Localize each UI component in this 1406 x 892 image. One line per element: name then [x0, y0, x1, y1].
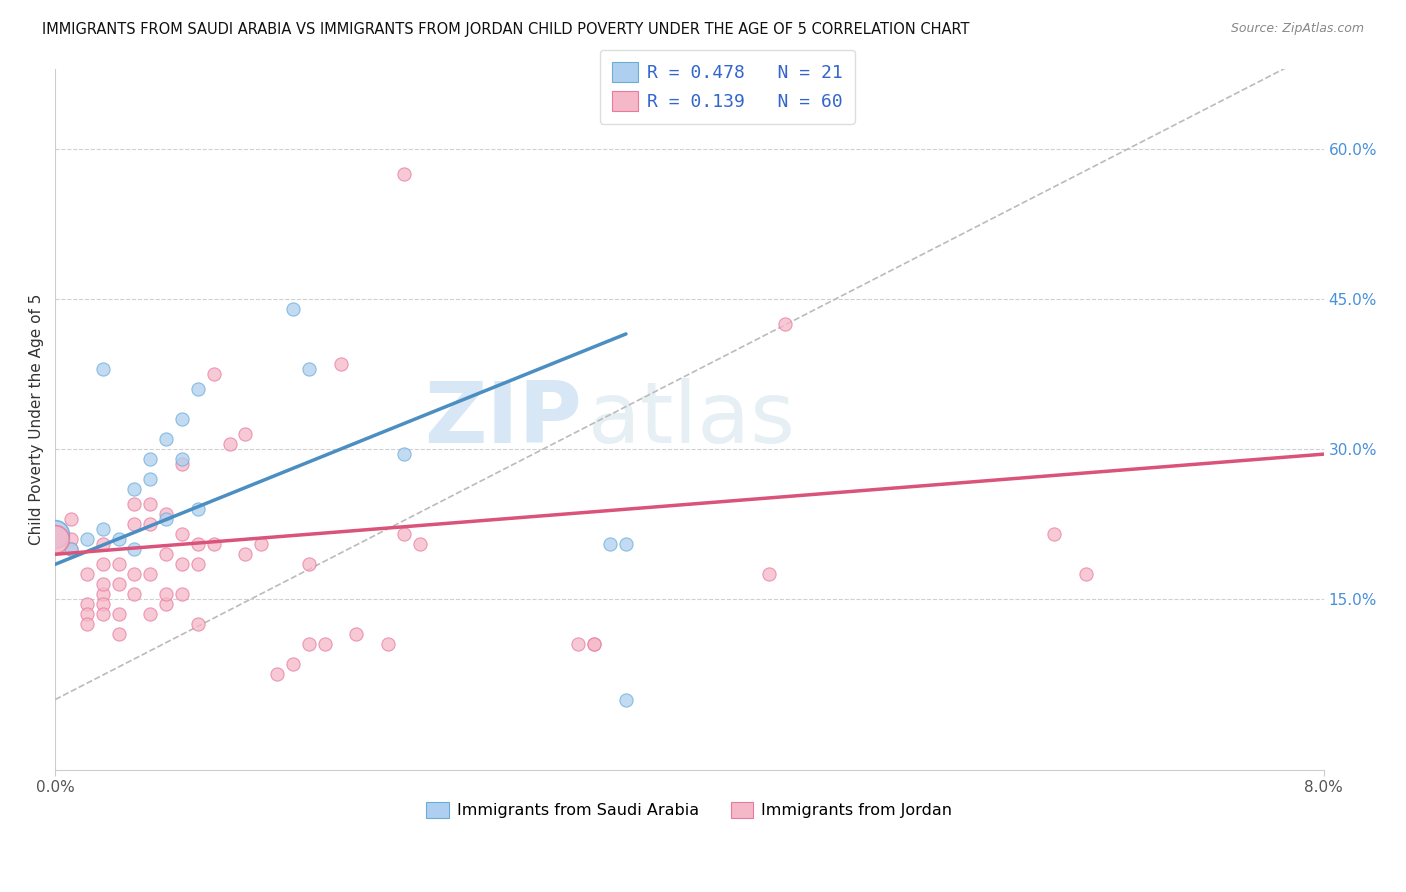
- Point: [91, 598, 114, 612]
- Point: [170, 587, 193, 601]
- Point: [170, 527, 193, 541]
- Point: [614, 537, 637, 551]
- Point: [1074, 567, 1097, 582]
- Point: [139, 567, 162, 582]
- Point: [139, 452, 162, 467]
- Text: atlas: atlas: [588, 377, 796, 460]
- Y-axis label: Child Poverty Under the Age of 5: Child Poverty Under the Age of 5: [30, 293, 44, 545]
- Point: [235, 547, 257, 561]
- Point: [107, 577, 129, 591]
- Point: [583, 637, 606, 651]
- Point: [281, 657, 304, 672]
- Point: [60, 512, 83, 526]
- Point: [139, 607, 162, 622]
- Point: [155, 432, 177, 446]
- Point: [202, 537, 225, 551]
- Point: [91, 558, 114, 572]
- Legend: Immigrants from Saudi Arabia, Immigrants from Jordan: Immigrants from Saudi Arabia, Immigrants…: [420, 796, 959, 825]
- Point: [76, 598, 98, 612]
- Point: [124, 587, 146, 601]
- Point: [44, 527, 66, 541]
- Point: [614, 692, 637, 706]
- Point: [60, 533, 83, 547]
- Point: [44, 533, 66, 547]
- Point: [266, 667, 288, 681]
- Point: [314, 637, 336, 651]
- Text: Source: ZipAtlas.com: Source: ZipAtlas.com: [1230, 22, 1364, 36]
- Point: [170, 412, 193, 426]
- Point: [187, 558, 209, 572]
- Text: IMMIGRANTS FROM SAUDI ARABIA VS IMMIGRANTS FROM JORDAN CHILD POVERTY UNDER THE A: IMMIGRANTS FROM SAUDI ARABIA VS IMMIGRAN…: [42, 22, 970, 37]
- Point: [76, 607, 98, 622]
- Point: [124, 567, 146, 582]
- Point: [124, 542, 146, 557]
- Point: [392, 167, 415, 181]
- Point: [76, 567, 98, 582]
- Point: [155, 598, 177, 612]
- Point: [377, 637, 399, 651]
- Point: [91, 362, 114, 376]
- Point: [392, 447, 415, 461]
- Point: [298, 637, 321, 651]
- Point: [155, 512, 177, 526]
- Point: [107, 533, 129, 547]
- Point: [1043, 527, 1066, 541]
- Point: [124, 482, 146, 496]
- Point: [91, 607, 114, 622]
- Point: [344, 627, 367, 641]
- Point: [107, 627, 129, 641]
- Point: [583, 637, 606, 651]
- Point: [773, 317, 796, 331]
- Point: [409, 537, 432, 551]
- Point: [139, 497, 162, 511]
- Text: ZIP: ZIP: [423, 377, 582, 460]
- Point: [91, 587, 114, 601]
- Point: [155, 508, 177, 522]
- Point: [298, 558, 321, 572]
- Point: [91, 577, 114, 591]
- Point: [91, 522, 114, 536]
- Point: [187, 537, 209, 551]
- Point: [124, 497, 146, 511]
- Point: [124, 517, 146, 532]
- Point: [187, 382, 209, 396]
- Point: [187, 502, 209, 516]
- Point: [218, 437, 240, 451]
- Point: [155, 547, 177, 561]
- Point: [139, 472, 162, 486]
- Point: [170, 558, 193, 572]
- Point: [170, 457, 193, 471]
- Point: [60, 542, 83, 557]
- Point: [202, 367, 225, 381]
- Point: [76, 533, 98, 547]
- Point: [107, 558, 129, 572]
- Point: [170, 452, 193, 467]
- Point: [281, 301, 304, 316]
- Point: [91, 537, 114, 551]
- Point: [567, 637, 589, 651]
- Point: [76, 617, 98, 632]
- Point: [139, 517, 162, 532]
- Point: [329, 357, 352, 371]
- Point: [298, 362, 321, 376]
- Point: [107, 607, 129, 622]
- Point: [599, 537, 621, 551]
- Point: [250, 537, 273, 551]
- Point: [155, 587, 177, 601]
- Point: [392, 527, 415, 541]
- Point: [187, 617, 209, 632]
- Point: [758, 567, 780, 582]
- Point: [235, 427, 257, 442]
- Point: [60, 542, 83, 557]
